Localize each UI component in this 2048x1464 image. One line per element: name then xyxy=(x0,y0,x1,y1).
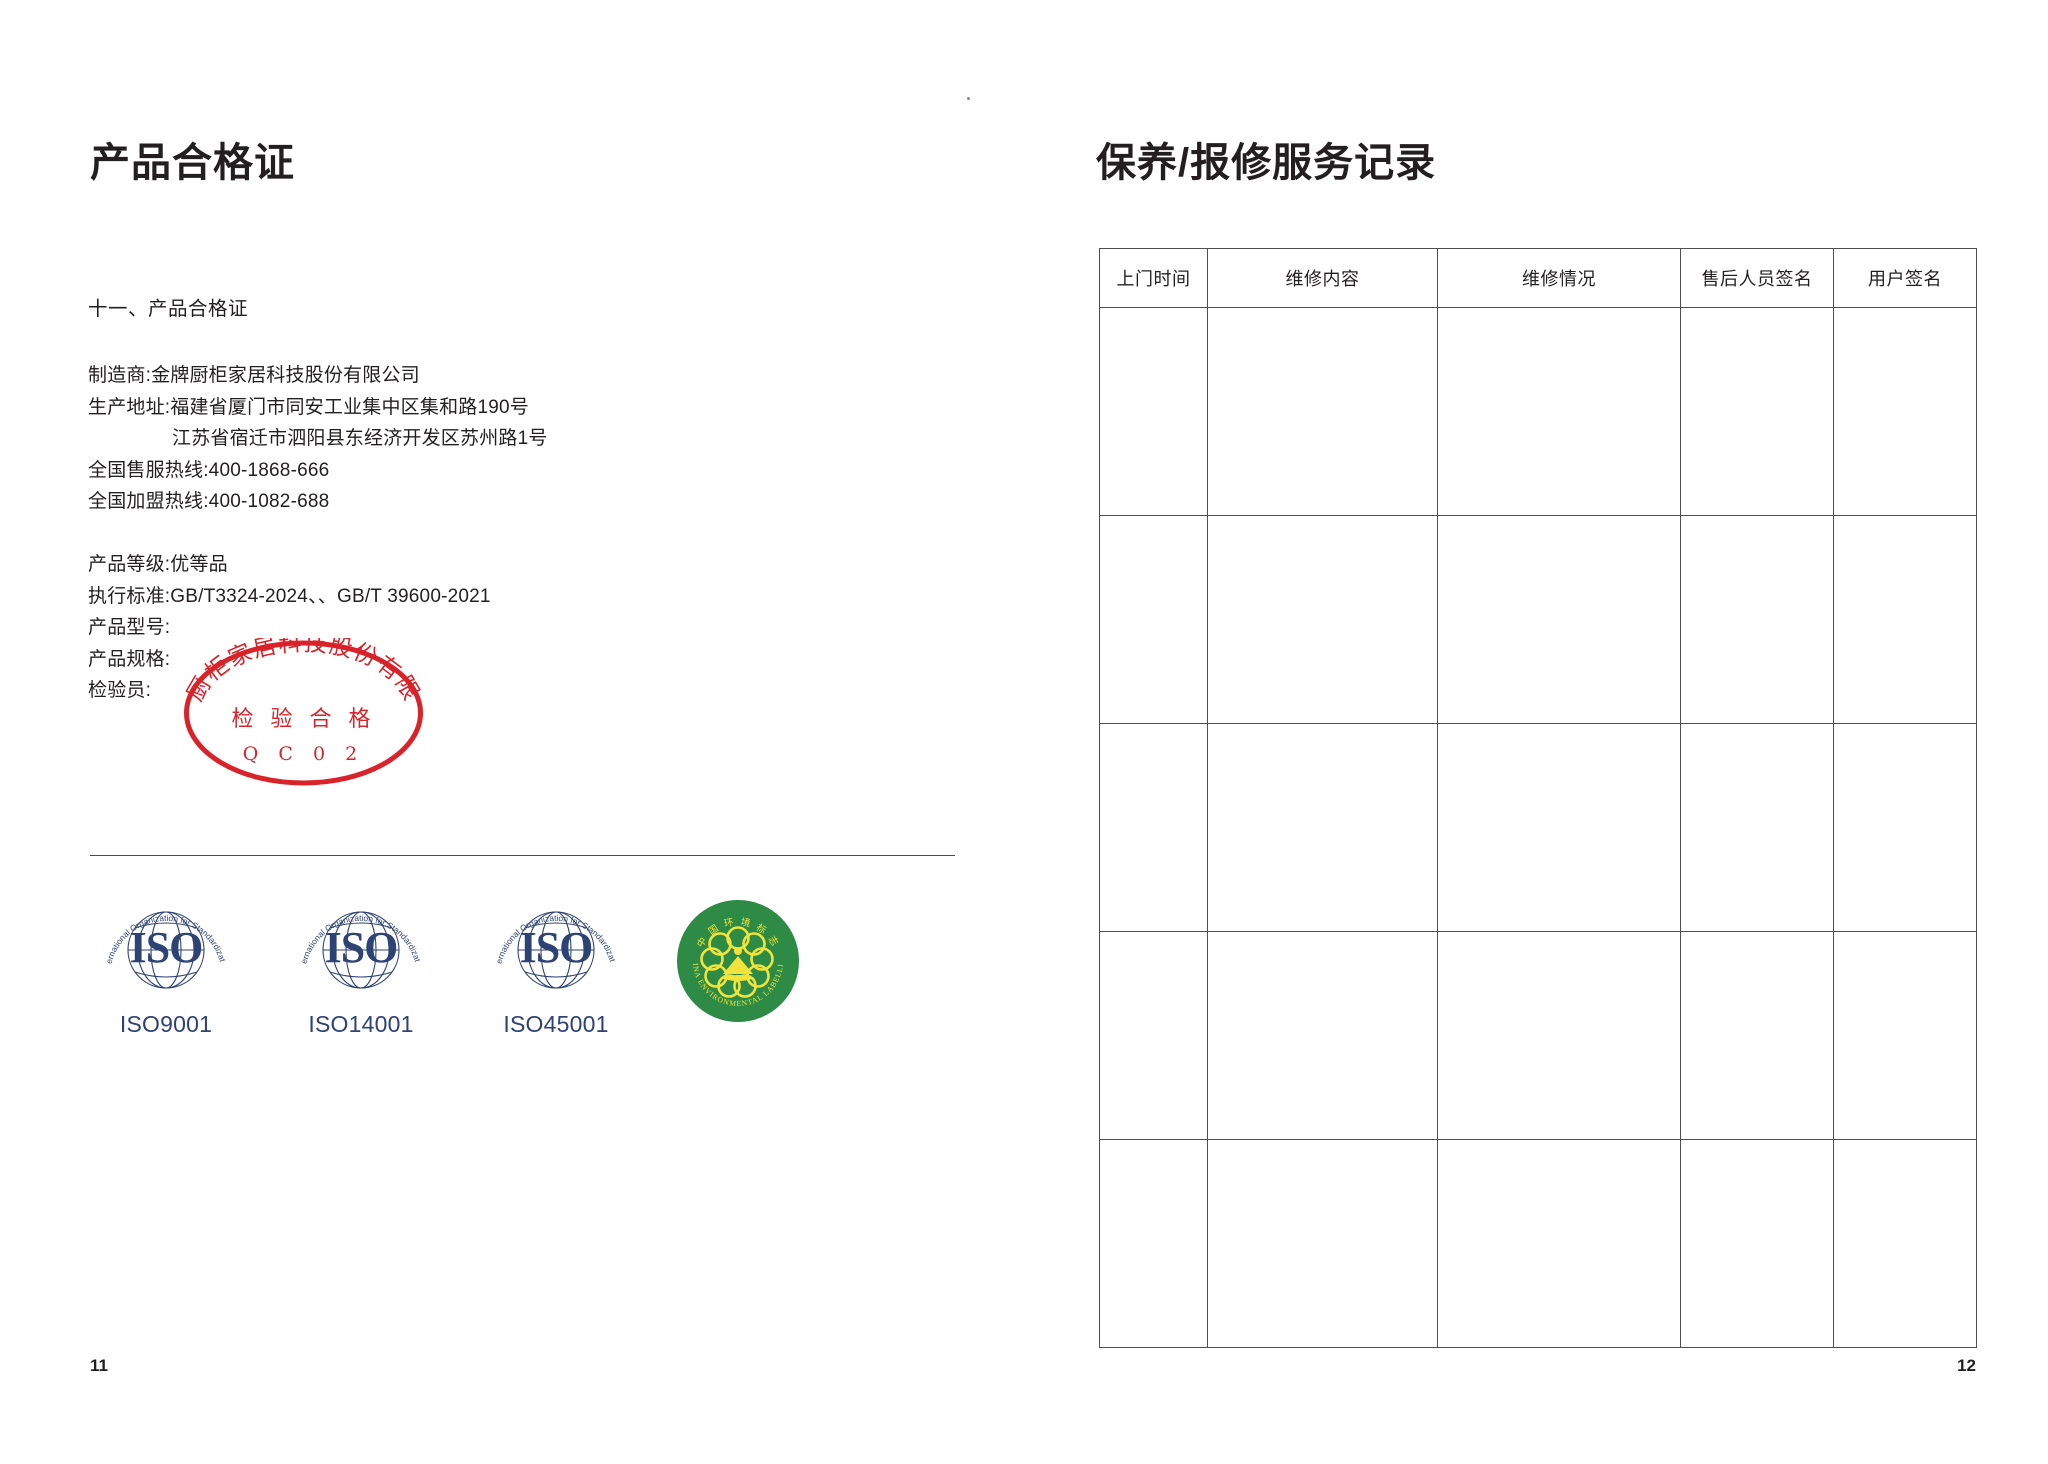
table-cell[interactable] xyxy=(1437,931,1681,1140)
table-cell[interactable] xyxy=(1437,723,1681,932)
column-header-staff-signature: 售后人员签名 xyxy=(1680,248,1834,308)
table-cell[interactable] xyxy=(1680,931,1834,1140)
table-row xyxy=(1099,515,1977,724)
iso-caption: ISO14001 xyxy=(308,1011,414,1037)
iso-logo-45001: International Organization for Standardi… xyxy=(480,886,632,1038)
china-environmental-labelling-logo: 中 国 环 境 标 志 CHINA ENVIRONMENTAL LABELLIN… xyxy=(675,898,801,1024)
table-cell[interactable] xyxy=(1833,723,1977,932)
column-header-repair-status: 维修情况 xyxy=(1437,248,1681,308)
iso-globe-icon: International Organization for Standardi… xyxy=(90,886,228,989)
product-spec-block: 产品等级:优等品 执行标准:GB/T3324-2024、、GB/T 39600-… xyxy=(88,549,491,707)
table-cell[interactable] xyxy=(1437,307,1681,516)
logo-divider xyxy=(90,855,955,856)
table-cell[interactable] xyxy=(1833,515,1977,724)
table-cell[interactable] xyxy=(1680,1139,1834,1348)
page-title: 保养/报修服务记录 xyxy=(1096,141,1437,185)
left-page: 产品合格证 十一、产品合格证 制造商:金牌厨柜家居科技股份有限公司 生产地址:福… xyxy=(88,97,970,1375)
stamp-center-text: 检 验 合 格 xyxy=(232,707,376,732)
table-cell[interactable] xyxy=(1099,723,1208,932)
table-cell[interactable] xyxy=(1833,307,1977,516)
address-line-2: 江苏省宿迁市泗阳县东经济开发区苏州路1号 xyxy=(172,428,548,449)
table-cell[interactable] xyxy=(1437,515,1681,724)
franchise-hotline-line: 全国加盟热线:400-1082-688 xyxy=(88,491,330,512)
svg-text:ISO: ISO xyxy=(325,923,398,972)
page-number: 12 xyxy=(1957,1356,1976,1375)
table-cell[interactable] xyxy=(1099,515,1208,724)
svg-text:ISO: ISO xyxy=(130,923,203,972)
iso-globe-icon: International Organization for Standardi… xyxy=(480,886,618,989)
table-cell[interactable] xyxy=(1833,931,1977,1140)
page-number: 11 xyxy=(90,1356,108,1375)
address-line-1: 生产地址:福建省厦门市同安工业集中区集和路190号 xyxy=(88,396,529,418)
column-header-repair-content: 维修内容 xyxy=(1207,248,1438,308)
product-model-line: 产品型号: xyxy=(88,617,171,638)
table-cell[interactable] xyxy=(1207,515,1438,724)
table-cell[interactable] xyxy=(1207,1139,1438,1348)
table-cell[interactable] xyxy=(1099,1139,1208,1348)
svg-text:ISO: ISO xyxy=(520,923,593,972)
table-cell[interactable] xyxy=(1833,1139,1977,1348)
column-header-visit-time: 上门时间 xyxy=(1099,248,1208,308)
table-cell[interactable] xyxy=(1437,1139,1681,1348)
table-header-row: 上门时间 维修内容 维修情况 售后人员签名 用户签名 xyxy=(1099,248,1977,308)
iso-globe-icon: International Organization for Standardi… xyxy=(285,886,423,989)
stamp-code-text: Q C 0 2 xyxy=(243,743,364,765)
table-cell[interactable] xyxy=(1207,931,1438,1140)
service-hotline-line: 全国售服热线:400-1868-666 xyxy=(88,459,330,481)
product-grade-line: 产品等级:优等品 xyxy=(88,554,228,575)
standard-line: 执行标准:GB/T3324-2024、、GB/T 39600-2021 xyxy=(88,585,491,607)
service-record-table: 上门时间 维修内容 维修情况 售后人员签名 用户签名 xyxy=(1099,248,1977,1348)
table-cell[interactable] xyxy=(1680,723,1834,932)
manufacturer-info-block: 制造商:金牌厨柜家居科技股份有限公司 生产地址:福建省厦门市同安工业集中区集和路… xyxy=(88,360,548,518)
table-cell[interactable] xyxy=(1680,515,1834,724)
table-cell[interactable] xyxy=(1207,307,1438,516)
iso-caption: ISO9001 xyxy=(119,1011,213,1037)
section-heading: 十一、产品合格证 xyxy=(88,298,249,320)
iso-caption: ISO45001 xyxy=(503,1011,609,1037)
manufacturer-line: 制造商:金牌厨柜家居科技股份有限公司 xyxy=(88,365,420,386)
table-row xyxy=(1099,1139,1977,1348)
table-cell[interactable] xyxy=(1207,723,1438,932)
column-header-user-signature: 用户签名 xyxy=(1833,248,1977,308)
page-marker-dot xyxy=(967,97,970,100)
table-cell[interactable] xyxy=(1680,307,1834,516)
certification-logo-row: International Organization for Standardi… xyxy=(90,886,801,1038)
table-cell[interactable] xyxy=(1099,931,1208,1140)
iso-logo-9001: International Organization for Standardi… xyxy=(90,886,242,1038)
product-spec-line: 产品规格: xyxy=(88,648,171,670)
right-page: 保养/报修服务记录 上门时间 维修内容 维修情况 售后人员签名 用户签名 12 xyxy=(1024,0,2048,1464)
table-row xyxy=(1099,931,1977,1140)
iso-logo-14001: International Organization for Standardi… xyxy=(285,886,437,1038)
inspector-line: 检验员: xyxy=(88,680,152,701)
page-title: 产品合格证 xyxy=(90,141,295,185)
table-cell[interactable] xyxy=(1099,307,1208,516)
table-row xyxy=(1099,307,1977,516)
table-row xyxy=(1099,723,1977,932)
